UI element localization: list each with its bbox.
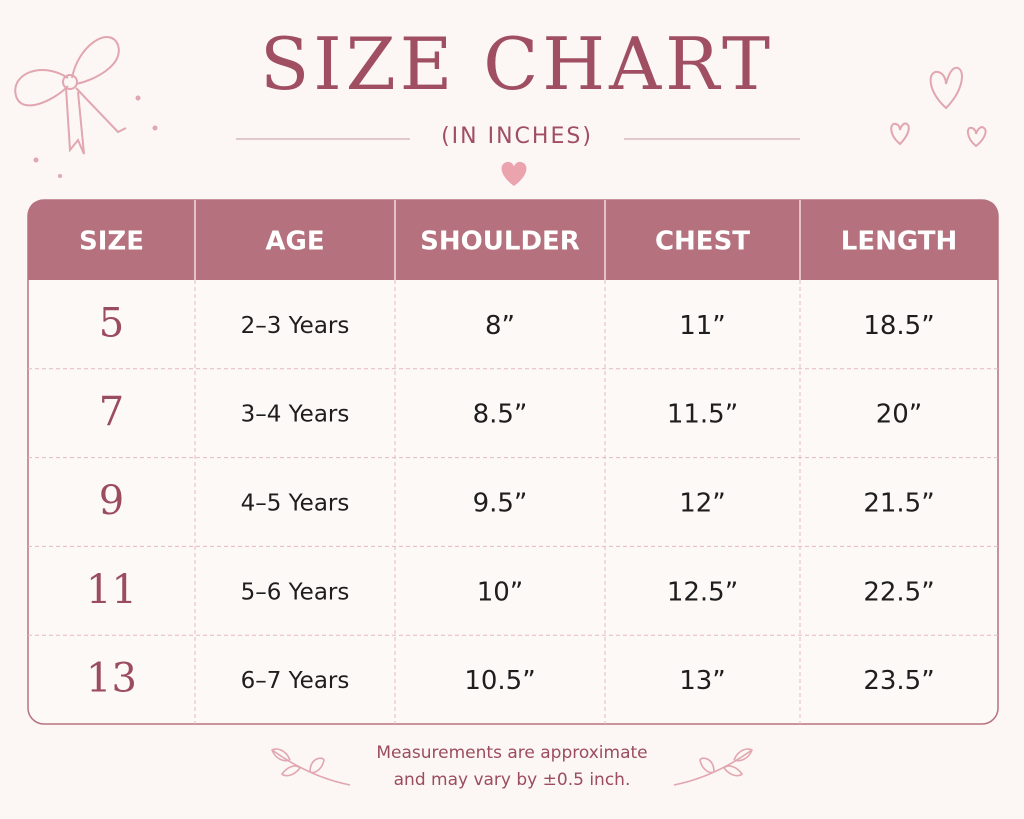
table-cell: 12” xyxy=(679,489,726,519)
table-cell: 12.5” xyxy=(667,577,738,607)
subtitle: (IN INCHES) xyxy=(441,124,593,149)
table-cell: 8.5” xyxy=(473,400,528,430)
title: SIZE CHART xyxy=(260,22,774,106)
table-cell: 4–5 Years xyxy=(241,491,350,517)
table-cell: 6–7 Years xyxy=(241,668,350,694)
column-header: CHEST xyxy=(655,227,750,257)
size-cell: 13 xyxy=(86,656,137,702)
table-cell: 5–6 Years xyxy=(241,579,350,605)
leaf-sprig xyxy=(271,748,753,786)
size-cell: 11 xyxy=(86,567,137,613)
table-cell: 10.5” xyxy=(464,666,535,696)
footnote: Measurements are approximate xyxy=(376,743,647,763)
table-cell: 11” xyxy=(679,311,726,341)
size-table: SIZE AGE SHOULDER CHEST LENGTH 5 2–3 Years 8” 11… xyxy=(27,199,999,725)
table-cell: 3–4 Years xyxy=(241,402,350,428)
table-cell: 22.5” xyxy=(863,577,934,607)
column-header: SHOULDER xyxy=(420,227,580,257)
table-cell: 18.5” xyxy=(863,311,934,341)
table-cell: 10” xyxy=(477,577,524,607)
table-cell: 11.5” xyxy=(667,400,738,430)
table-cell: 23.5” xyxy=(863,666,934,696)
table-cell: 13” xyxy=(679,666,726,696)
table-cell: 2–3 Years xyxy=(241,313,350,339)
table-cell: 21.5” xyxy=(863,489,934,519)
column-header: SIZE xyxy=(79,227,144,257)
hearts xyxy=(890,66,987,148)
heart xyxy=(501,161,527,186)
table-cell: 8” xyxy=(485,311,515,341)
footnote: and may vary by ±0.5 inch. xyxy=(394,770,631,790)
size-cell: 7 xyxy=(99,389,124,435)
column-header: AGE xyxy=(265,227,324,257)
header-band xyxy=(28,200,998,280)
column-header: LENGTH xyxy=(841,227,957,257)
dots xyxy=(33,95,158,178)
size-cell: 5 xyxy=(99,300,124,346)
bow xyxy=(14,36,127,155)
table-cell: 20” xyxy=(876,400,923,430)
table-cell: 9.5” xyxy=(473,489,528,519)
size-cell: 9 xyxy=(99,478,124,524)
